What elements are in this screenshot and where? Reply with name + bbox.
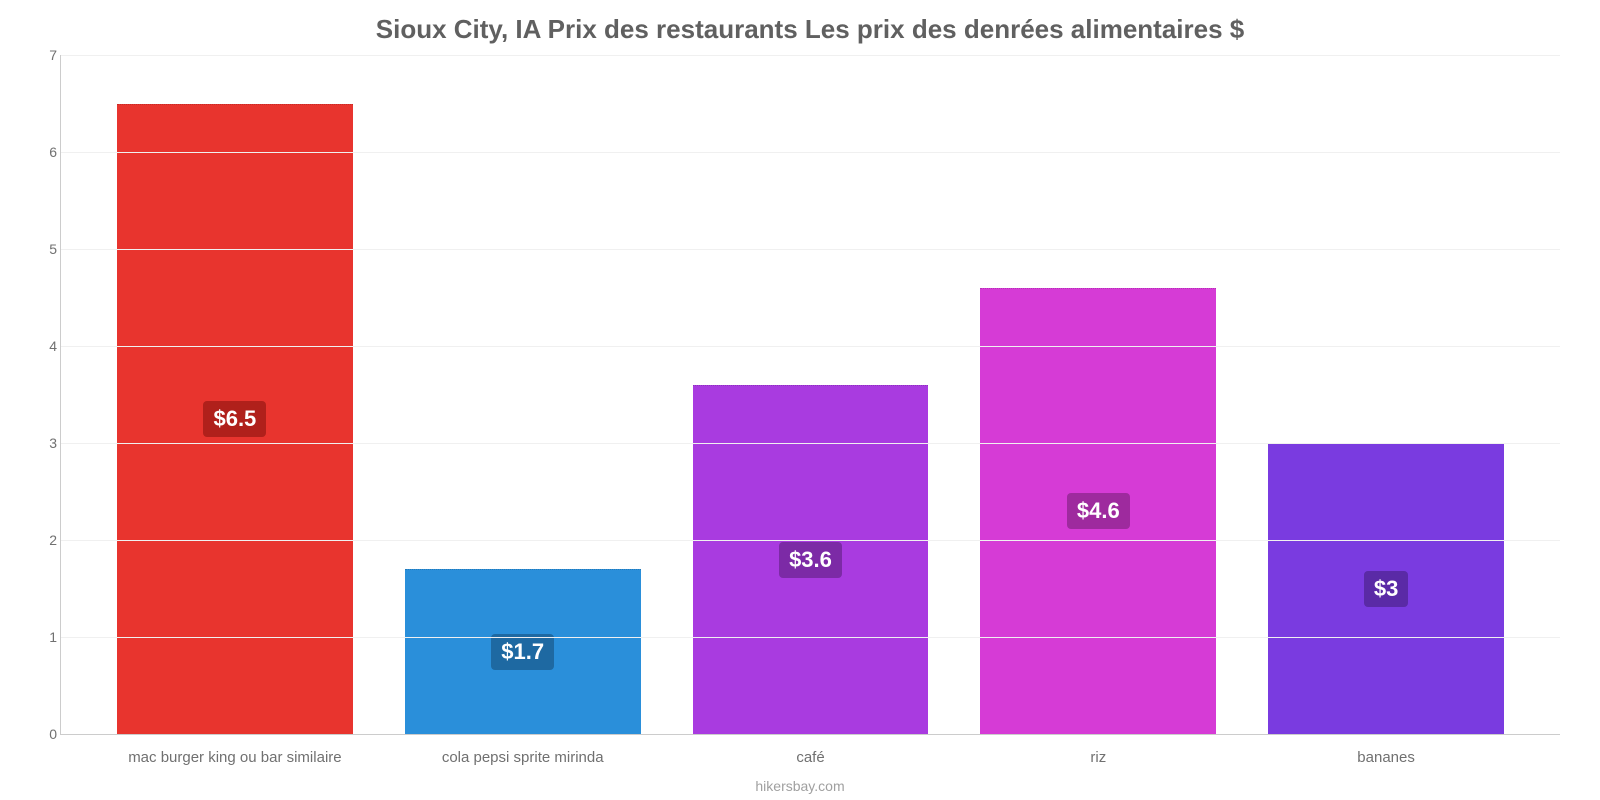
- bar-slot: $1.7: [379, 55, 667, 734]
- x-tick-label: cola pepsi sprite mirinda: [379, 750, 667, 767]
- y-tick-label: 5: [31, 241, 57, 257]
- x-tick-label: mac burger king ou bar similaire: [91, 750, 379, 767]
- chart-container: Sioux City, IA Prix des restaurants Les …: [0, 0, 1600, 800]
- bar: $3.6: [693, 385, 929, 734]
- gridline: [61, 346, 1560, 347]
- bar: $1.7: [405, 569, 641, 734]
- bar-value-label: $3.6: [779, 542, 842, 578]
- bar-value-label: $1.7: [491, 634, 554, 670]
- y-tick-label: 2: [31, 532, 57, 548]
- y-tick-label: 0: [31, 726, 57, 742]
- y-tick-label: 7: [31, 47, 57, 63]
- x-tick-label: café: [667, 750, 955, 767]
- y-tick-label: 1: [31, 629, 57, 645]
- gridline: [61, 152, 1560, 153]
- bar-value-label: $6.5: [203, 401, 266, 437]
- y-tick-label: 6: [31, 144, 57, 160]
- x-tick-label: riz: [954, 750, 1242, 767]
- gridline: [61, 55, 1560, 56]
- plot-area: $6.5$1.7$3.6$4.6$3 mac burger king ou ba…: [60, 55, 1560, 735]
- chart-title: Sioux City, IA Prix des restaurants Les …: [60, 14, 1560, 45]
- bar-slot: $3.6: [667, 55, 955, 734]
- x-axis-labels: mac burger king ou bar similairecola pep…: [61, 750, 1560, 767]
- bar: $4.6: [980, 288, 1216, 734]
- credit-text: hikersbay.com: [0, 778, 1600, 794]
- gridline: [61, 637, 1560, 638]
- x-tick-label: bananes: [1242, 750, 1530, 767]
- bar: $6.5: [117, 104, 353, 734]
- bars-group: $6.5 $1.7 $3.6 $4.6 $3: [61, 55, 1560, 734]
- gridline: [61, 249, 1560, 250]
- bar-slot: $3: [1242, 55, 1530, 734]
- bar-value-label: $4.6: [1067, 493, 1130, 529]
- bar-value-label: $3: [1364, 571, 1408, 607]
- y-tick-label: 4: [31, 338, 57, 354]
- gridline: [61, 540, 1560, 541]
- bar-slot: $4.6: [954, 55, 1242, 734]
- y-tick-label: 3: [31, 435, 57, 451]
- bar: $3: [1268, 443, 1504, 734]
- bar-slot: $6.5: [91, 55, 379, 734]
- gridline: [61, 443, 1560, 444]
